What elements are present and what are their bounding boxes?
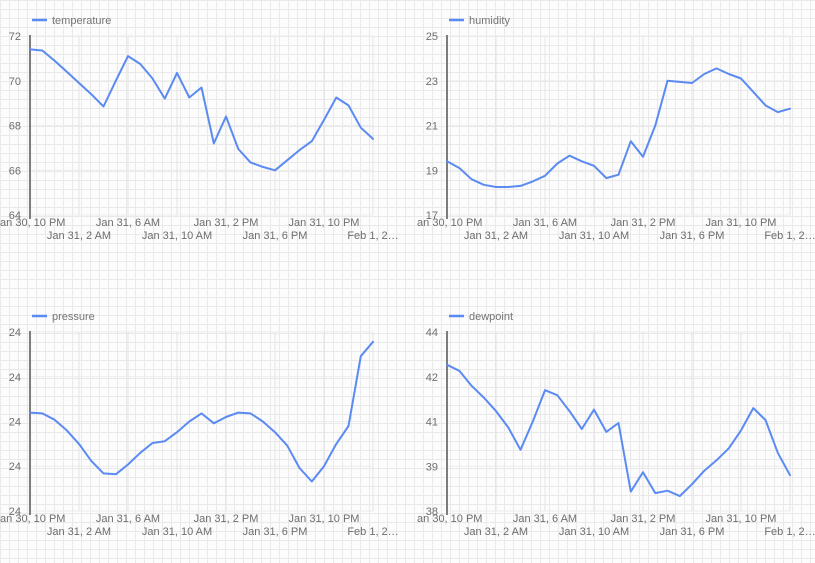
y-tick-label: 24 xyxy=(9,417,21,429)
x-axis-label: Jan 30, 10 PM xyxy=(417,513,482,525)
x-axis-label: Jan 31, 6 PM xyxy=(660,230,725,242)
x-axis-label: Jan 31, 10 AM xyxy=(142,230,212,242)
x-axis-label: Feb 1, 2… xyxy=(347,526,398,538)
x-axis-label: Jan 31, 10 AM xyxy=(559,526,629,538)
x-axis-label: Jan 31, 10 PM xyxy=(706,217,777,229)
x-axis-label: Feb 1, 2… xyxy=(764,526,815,538)
x-axis-label: Jan 31, 2 PM xyxy=(611,217,676,229)
x-axis-label: Jan 31, 6 PM xyxy=(243,230,308,242)
x-axis-label: Jan 31, 2 AM xyxy=(47,526,111,538)
pressure-series-line xyxy=(29,340,374,483)
x-axis-label: Jan 31, 10 PM xyxy=(706,513,777,525)
x-axis-label: Jan 31, 10 AM xyxy=(142,526,212,538)
x-axis-label: Jan 31, 6 PM xyxy=(660,526,725,538)
y-tick-label: 70 xyxy=(9,76,21,88)
x-axis-label: Jan 31, 6 AM xyxy=(513,217,577,229)
x-axis-label: Jan 31, 10 PM xyxy=(289,217,360,229)
y-tick-label: 21 xyxy=(426,121,438,133)
x-axis-label: Jan 31, 10 PM xyxy=(289,513,360,525)
x-axis-label: Jan 30, 10 PM xyxy=(417,217,482,229)
y-tick-label: 24 xyxy=(9,461,21,473)
legend-label: pressure xyxy=(52,311,95,323)
y-tick-label: 41 xyxy=(426,417,438,429)
x-axis-label: Feb 1, 2… xyxy=(764,230,815,242)
x-axis-label: Jan 31, 2 PM xyxy=(611,513,676,525)
x-axis-label: Jan 31, 6 AM xyxy=(96,217,160,229)
x-axis-label: Jan 31, 2 AM xyxy=(464,230,528,242)
y-tick-label: 44 xyxy=(426,327,438,339)
x-axis-label: Jan 31, 2 PM xyxy=(194,513,259,525)
y-tick-label: 42 xyxy=(426,372,438,384)
y-tick-label: 23 xyxy=(426,76,438,88)
y-tick-label: 25 xyxy=(426,31,438,43)
legend-label: temperature xyxy=(52,15,111,27)
y-tick-label: 66 xyxy=(9,165,21,177)
x-axis-label: Jan 31, 2 PM xyxy=(194,217,259,229)
x-axis-label: Jan 31, 6 AM xyxy=(96,513,160,525)
x-axis-label: Jan 31, 6 PM xyxy=(243,526,308,538)
y-tick-label: 39 xyxy=(426,461,438,473)
x-axis-label: Jan 31, 2 AM xyxy=(47,230,111,242)
y-tick-label: 24 xyxy=(9,372,21,384)
y-tick-label: 19 xyxy=(426,165,438,177)
legend-label: dewpoint xyxy=(469,311,513,323)
x-axis-label: Jan 30, 10 PM xyxy=(0,513,65,525)
dewpoint-chart: 44 42 41 39 38 Jan 30, 10 PM Jan 31, 2 AM Jan 3… xyxy=(412,296,815,546)
y-tick-label: 24 xyxy=(9,327,21,339)
humidity-chart: 25 23 21 19 17 Jan 30, 10 PM Jan 31, 2 AM Jan 3… xyxy=(412,0,815,250)
dewpoint-series-line xyxy=(446,363,791,498)
x-axis-label: Feb 1, 2… xyxy=(347,230,398,242)
x-axis-label: Jan 31, 10 AM xyxy=(559,230,629,242)
y-tick-label: 64 xyxy=(9,210,21,222)
y-tick-label: 72 xyxy=(9,31,21,43)
y-tick-label: 17 xyxy=(426,210,438,222)
legend-label: humidity xyxy=(469,15,510,27)
pressure-chart: 24 24 24 24 24 Jan 30, 10 PM Jan 31, 2 AM Jan 3… xyxy=(0,296,407,546)
humidity-series-line xyxy=(446,67,791,188)
y-tick-label: 68 xyxy=(9,121,21,133)
temperature-chart: 72 70 68 66 64 Jan 30, 10 PM Jan 31, 2 AM Jan 3… xyxy=(0,0,407,250)
temperature-series-line xyxy=(29,48,374,172)
x-axis-label: Jan 31, 2 AM xyxy=(464,526,528,538)
x-axis-label: Jan 31, 6 AM xyxy=(513,513,577,525)
y-tick-label: 38 xyxy=(426,506,438,518)
x-axis-label: Jan 30, 10 PM xyxy=(0,217,65,229)
y-tick-label: 24 xyxy=(9,506,21,518)
